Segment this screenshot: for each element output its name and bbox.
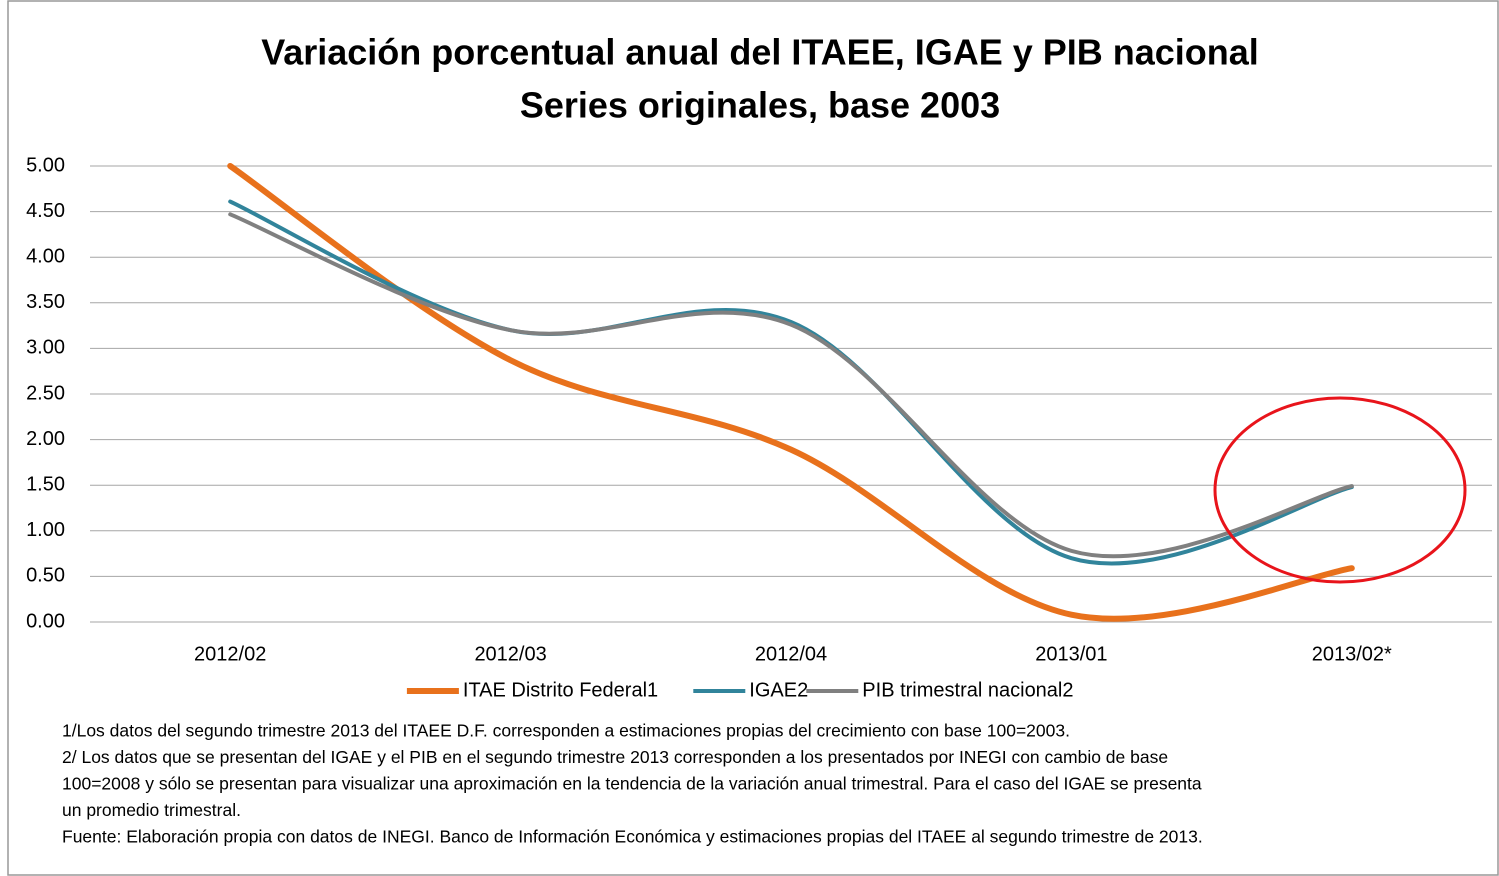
x-tick-label: 2012/04 [755, 643, 827, 665]
x-tick-label: 2012/02 [194, 643, 266, 665]
y-tick-label: 4.50 [26, 200, 65, 222]
highlight-ellipse [1213, 396, 1467, 584]
series-line [228, 212, 1354, 559]
footnote: 1/Los datos del segundo trimestre 2013 d… [62, 721, 1070, 741]
legend-label: ITAE Distrito Federal1 [463, 679, 658, 701]
footnote: un promedio trimestral. [62, 800, 241, 820]
x-tick-label: 2013/01 [1035, 643, 1107, 665]
x-tick-label: 2013/02* [1312, 643, 1392, 665]
y-tick-label: 4.00 [26, 245, 65, 267]
legend-label: IGAE2 [749, 679, 808, 701]
y-tick-label: 2.00 [26, 428, 65, 450]
labels: 0.00 0.50 1.00 1.50 2.00 2.50 3.00 3.50 4.00 4.50… [26, 154, 1392, 846]
legend-label: PIB trimestral nacional2 [862, 679, 1073, 701]
series-line [228, 199, 1354, 566]
y-tick-label: 2.50 [26, 382, 65, 404]
chart-border [7, 0, 1499, 876]
y-tick-label: 0.50 [26, 565, 65, 587]
footnote: Fuente: Elaboración propia con datos de … [62, 827, 1203, 847]
footnote: 2/ Los datos que se presentan del IGAE y… [62, 747, 1168, 767]
footnote: 100=2008 y sólo se presentan para visual… [62, 774, 1202, 794]
chart-title: Variación porcentual anual del ITAEE, IG… [261, 32, 1259, 73]
y-tick-label: 0.00 [26, 610, 65, 632]
y-tick-label: 3.00 [26, 337, 65, 359]
chart-subtitle: Series originales, base 2003 [520, 85, 1000, 126]
y-tick-label: 5.00 [26, 154, 65, 176]
y-tick-label: 1.50 [26, 473, 65, 495]
y-tick-label: 3.50 [26, 291, 65, 313]
grid [90, 165, 1492, 623]
y-tick-label: 1.00 [26, 519, 65, 541]
lines [227, 163, 1355, 622]
x-tick-label: 2012/03 [474, 643, 546, 665]
